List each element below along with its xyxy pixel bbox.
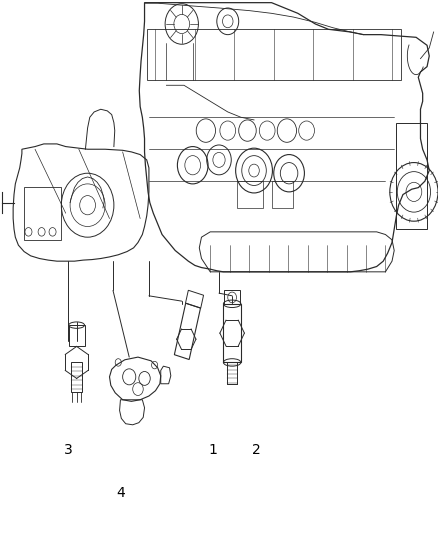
Bar (396, 123, 427, 229)
Text: 2: 2 (252, 443, 261, 457)
Bar (71, 362, 82, 392)
Text: 3: 3 (64, 443, 72, 457)
Bar (69, 325, 85, 346)
Bar (224, 290, 240, 304)
Bar (272, 181, 293, 208)
Bar (24, 187, 61, 240)
Text: 1: 1 (208, 443, 217, 457)
Text: 4: 4 (116, 486, 125, 500)
Bar (237, 181, 263, 208)
Bar (147, 29, 401, 80)
